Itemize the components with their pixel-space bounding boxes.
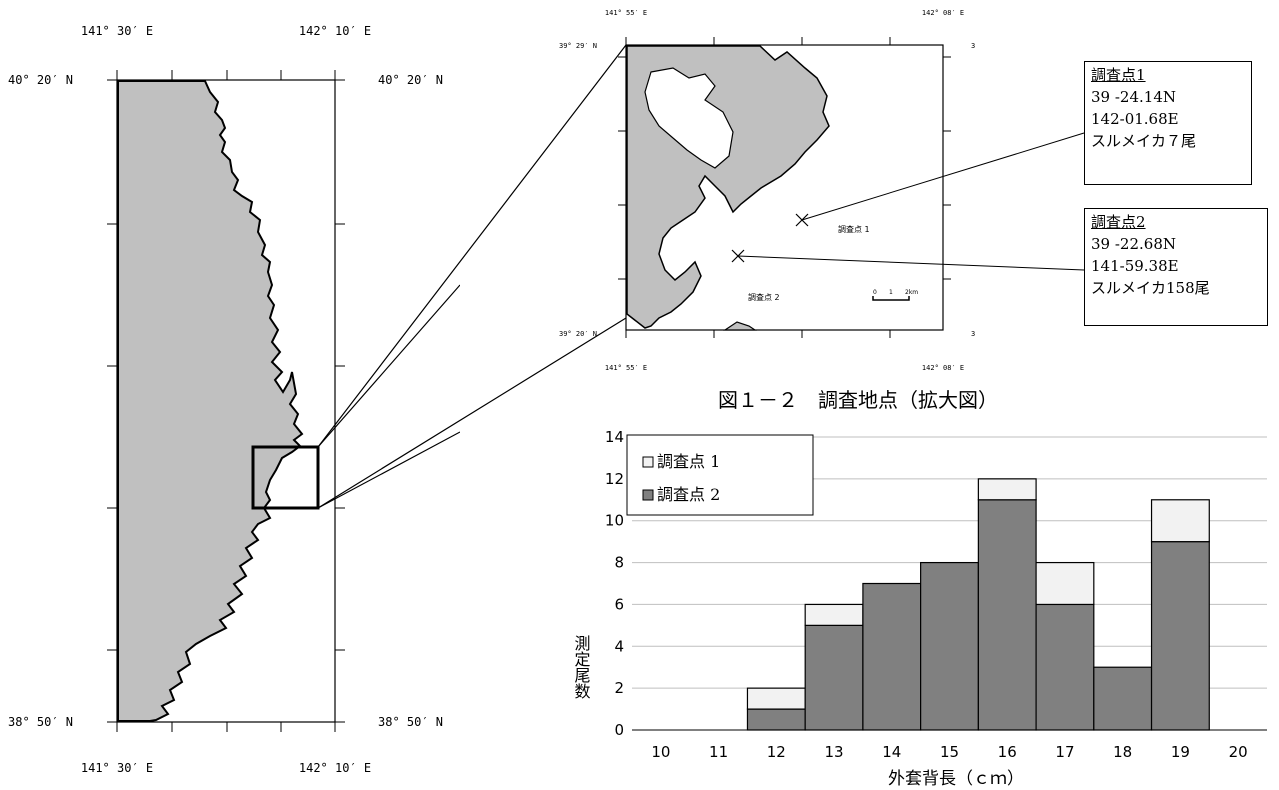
station-2-catch: スルメイカ158尾 xyxy=(1091,279,1210,297)
inset-station-label-2: 調査点 2 xyxy=(748,292,780,302)
scale-bar: 0 1 2km xyxy=(872,289,918,301)
in-lon-label-top-left: 141° 55′ E xyxy=(605,9,647,17)
inset-lake xyxy=(644,67,734,169)
legend-swatch-series-1 xyxy=(642,456,654,468)
ov-lat-label-top-right: 40° 20′ N xyxy=(378,73,443,87)
x-tick-label-11: 11 xyxy=(709,743,728,761)
y-tick-label-8: 8 xyxy=(614,554,624,572)
inset-map: 調査点 1 調査点 2 0 1 2km 141° 55′ E 142° 08′ … xyxy=(559,9,975,372)
legend-swatch-series-2 xyxy=(642,489,654,501)
overview-land xyxy=(117,80,304,722)
bar-series-2-16 xyxy=(977,478,1037,501)
station-2-lon: 141-59.38E xyxy=(1091,257,1179,275)
x-tick-label-17: 17 xyxy=(1055,743,1074,761)
bar-series-2-13 xyxy=(804,603,864,626)
ov-lon-label-bottom-left: 141° 30′ E xyxy=(81,761,153,775)
x-tick-label-13: 13 xyxy=(824,743,843,761)
ov-lat-label-top-left: 40° 20′ N xyxy=(8,73,73,87)
bar-series-1-16 xyxy=(977,499,1037,731)
x-tick-label-20: 20 xyxy=(1229,743,1248,761)
y-tick-label-2: 2 xyxy=(614,679,624,697)
chart-x-tick-labels: 10 11 12 13 14 15 16 17 18 19 20 xyxy=(651,743,1247,761)
station-1-lon: 142-01.68E xyxy=(1091,110,1179,128)
inset-ticks xyxy=(618,37,951,338)
in-lat-label-bottom-left: 39° 20′ N xyxy=(559,330,597,338)
bar-series-1-14 xyxy=(862,582,922,731)
y-axis-label: 測定尾数 xyxy=(572,635,591,699)
ov-lat-label-bottom-right: 38° 50′ N xyxy=(378,715,443,729)
inset-land-island xyxy=(723,321,757,331)
y-tick-label-14: 14 xyxy=(605,428,624,446)
inset-map-caption: 図１－２ 調査地点（拡大図） xyxy=(718,388,998,412)
station-info-box-2: 調査点2 39 -22.68N 141-59.38E スルメイカ158尾 xyxy=(1084,208,1268,326)
station-2-title: 調査点2 xyxy=(1091,213,1146,231)
bar-series-1-12 xyxy=(746,708,806,731)
legend-label-series-1: 調査点 1 xyxy=(657,452,720,471)
in-lon-label-bottom-right: 142° 08′ E xyxy=(922,364,964,372)
in-lat-label-top-right: 39° 29′ N xyxy=(971,42,975,50)
in-lat-label-bottom-right: 39° 20′ N xyxy=(971,330,975,338)
station-1-title: 調査点1 xyxy=(1091,66,1146,84)
overview-map: 141° 30′ E 142° 10′ E 141° 30′ E 142° 10… xyxy=(8,24,460,775)
station-1-lat: 39 -24.14N xyxy=(1091,88,1176,106)
x-tick-label-15: 15 xyxy=(940,743,959,761)
ov-lat-label-bottom-left: 38° 50′ N xyxy=(8,715,73,729)
ov-lon-label-top-right: 142° 10′ E xyxy=(299,24,371,38)
x-tick-label-12: 12 xyxy=(767,743,786,761)
station-1-catch: スルメイカ７尾 xyxy=(1091,132,1197,150)
chart-legend: 調査点 1 調査点 2 xyxy=(626,434,814,516)
chart-bars xyxy=(746,478,1210,731)
legend-label-series-2: 調査点 2 xyxy=(657,485,720,504)
x-tick-label-16: 16 xyxy=(998,743,1017,761)
scale-label-1: 1 xyxy=(889,289,893,296)
x-tick-label-10: 10 xyxy=(651,743,670,761)
in-lon-label-top-right: 142° 08′ E xyxy=(922,9,964,17)
station-info-box-1: 調査点1 39 -24.14N 142-01.68E スルメイカ７尾 xyxy=(1084,61,1252,185)
bar-series-2-19 xyxy=(1150,499,1210,543)
bar-series-2-12 xyxy=(746,687,806,710)
x-tick-label-19: 19 xyxy=(1171,743,1190,761)
station-2-lat: 39 -22.68N xyxy=(1091,235,1176,253)
y-tick-label-10: 10 xyxy=(605,512,624,530)
bar-series-2-17 xyxy=(1035,561,1095,606)
bar-series-1-19 xyxy=(1150,541,1210,731)
scale-label-0: 0 xyxy=(873,289,877,296)
legend-box xyxy=(626,434,814,516)
chart-y-tick-labels: 0 2 4 6 8 10 12 14 xyxy=(605,428,624,739)
y-tick-label-6: 6 xyxy=(614,595,624,613)
x-axis-label: 外套背長（ｃｍ） xyxy=(888,769,1024,789)
ov-lon-label-top-left: 141° 30′ E xyxy=(81,24,153,38)
bar-series-1-15 xyxy=(920,561,979,731)
bar-series-1-18 xyxy=(1093,666,1153,731)
y-tick-label-12: 12 xyxy=(605,470,624,488)
bar-series-1-13 xyxy=(804,624,864,731)
in-lon-label-bottom-left: 141° 55′ E xyxy=(605,364,647,372)
y-tick-label-0: 0 xyxy=(614,721,624,739)
ov-lon-label-bottom-right: 142° 10′ E xyxy=(299,761,371,775)
y-tick-label-4: 4 xyxy=(614,637,624,655)
bar-series-1-17 xyxy=(1035,603,1095,731)
in-lat-label-top-left: 39° 29′ N xyxy=(559,42,597,50)
inset-station-label-1: 調査点 1 xyxy=(838,224,870,234)
x-tick-label-14: 14 xyxy=(882,743,901,761)
x-tick-label-18: 18 xyxy=(1113,743,1132,761)
zoom-line-bottom xyxy=(317,431,460,509)
scale-label-2: 2km xyxy=(905,289,918,296)
